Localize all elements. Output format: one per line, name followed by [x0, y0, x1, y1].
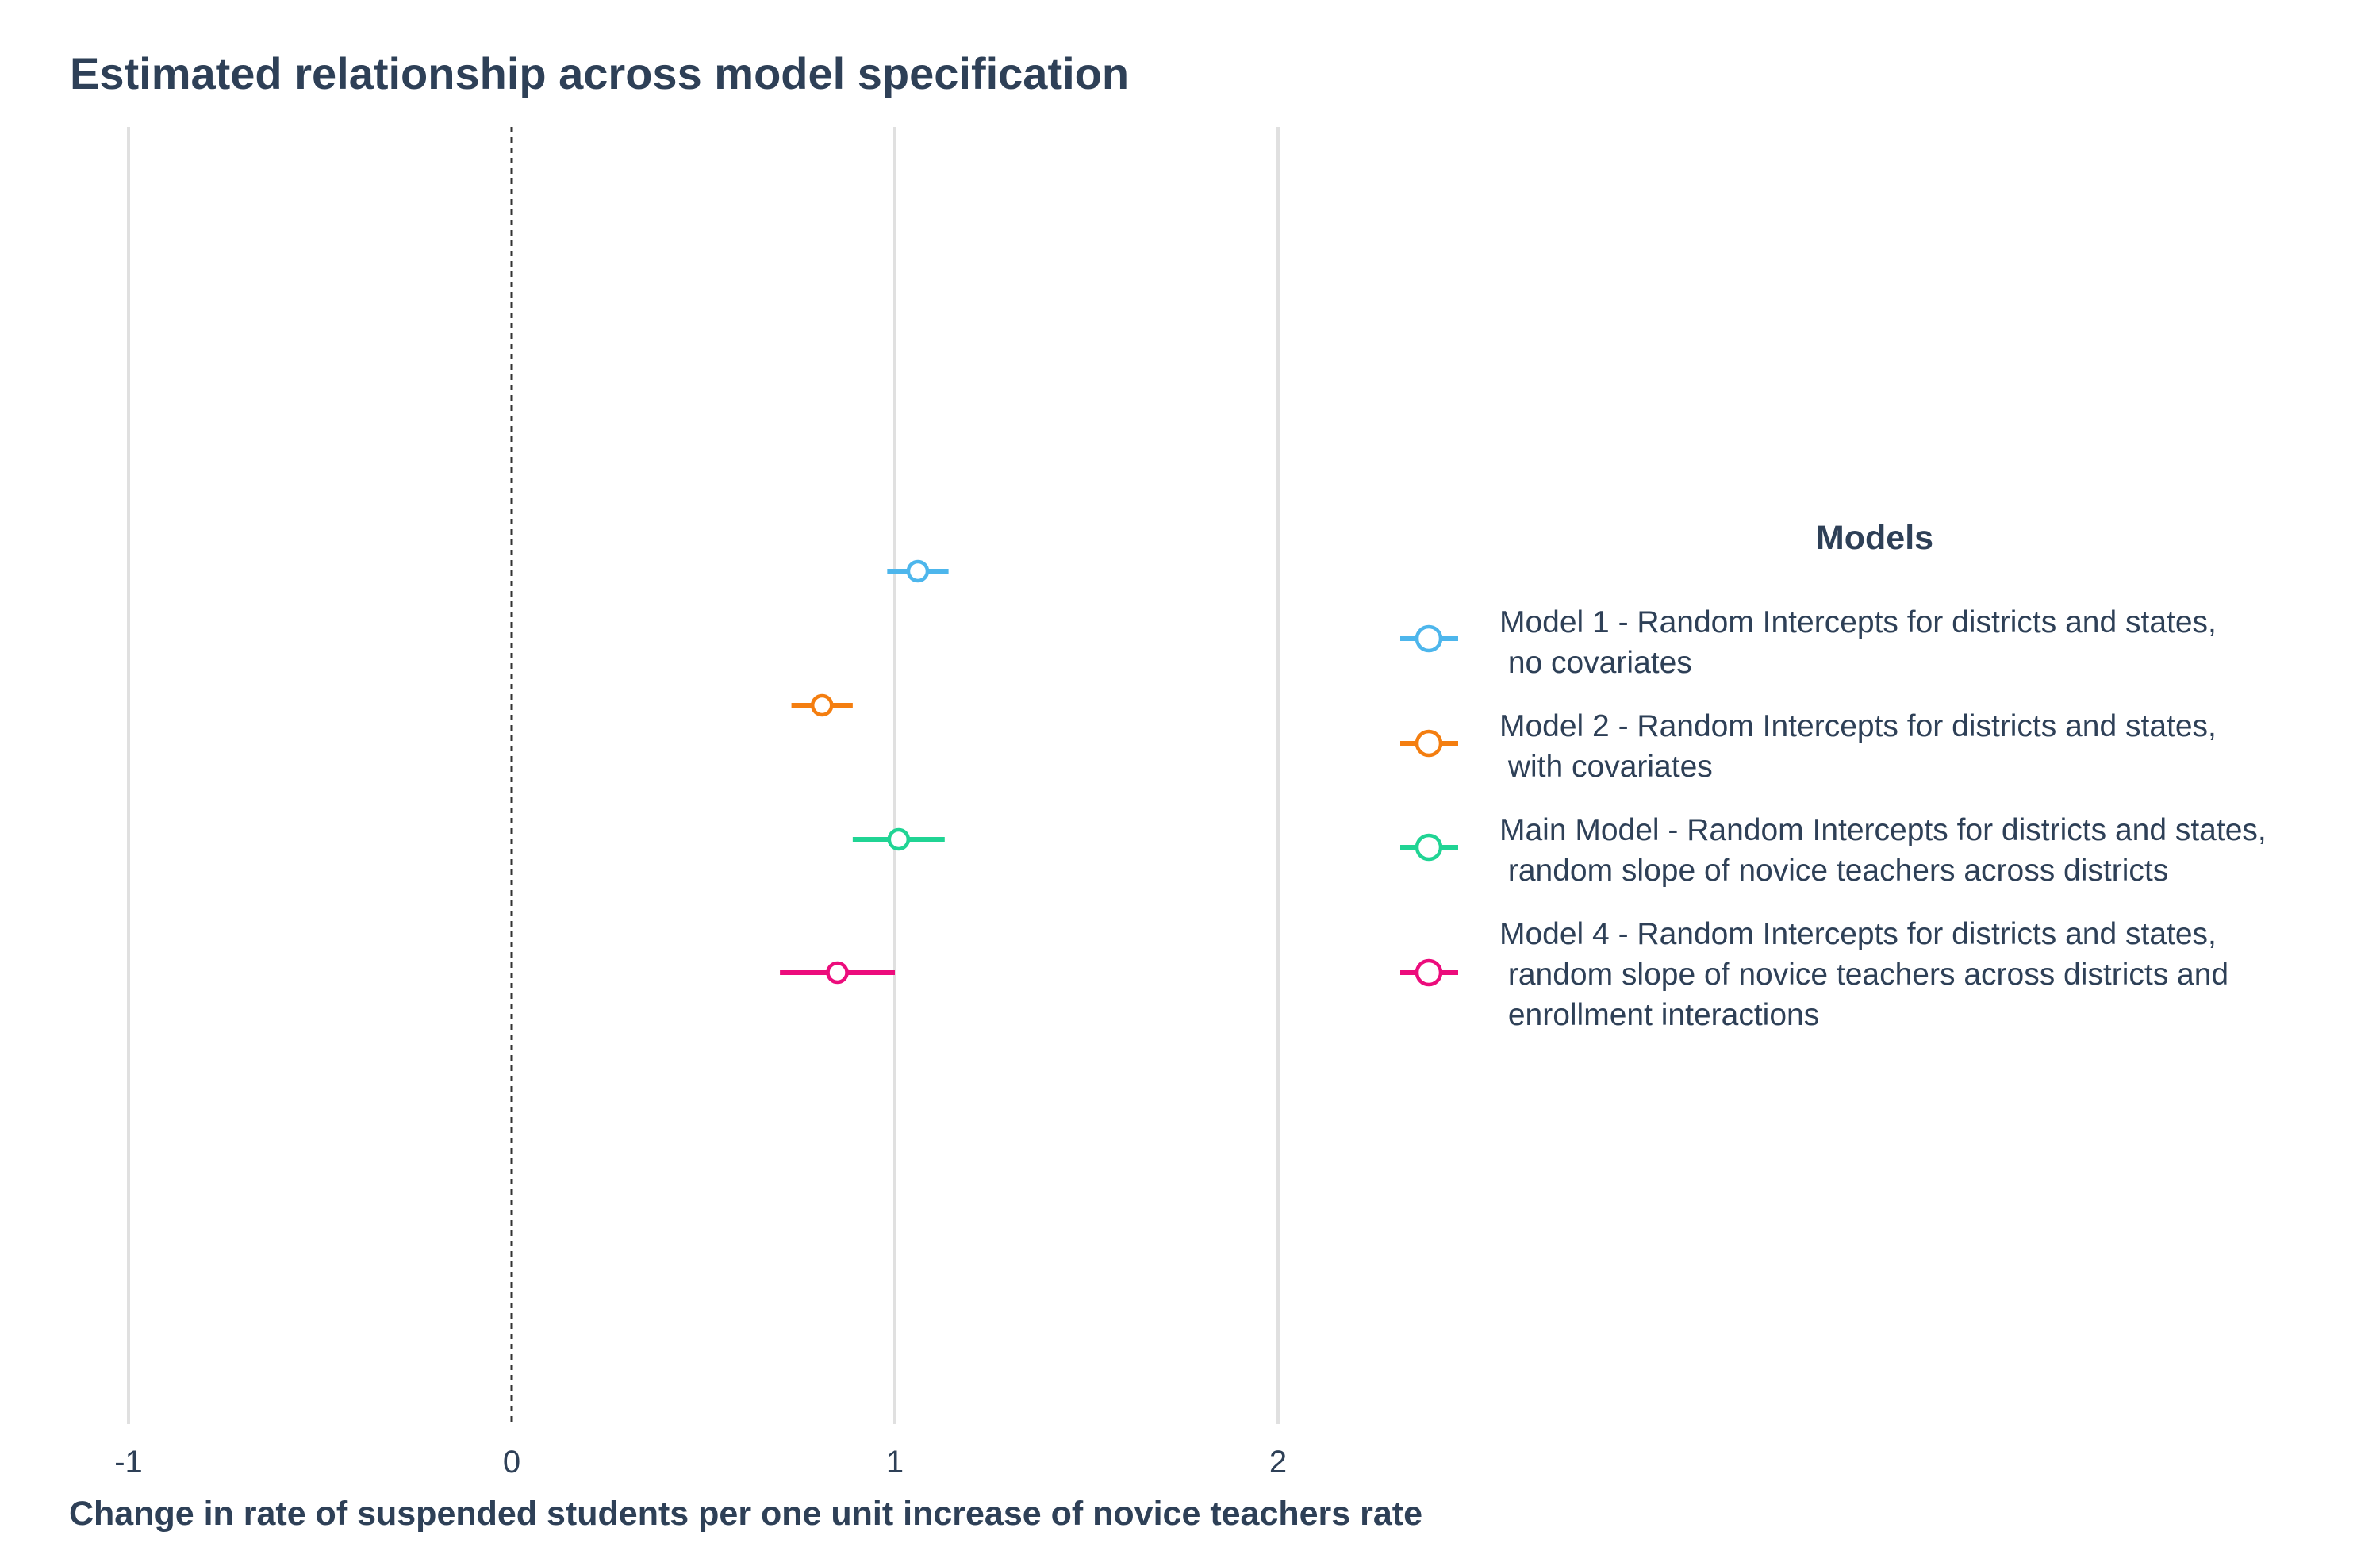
legend-label: Model 1 - Random Intercepts for district… [1499, 605, 2217, 680]
point-estimate [810, 693, 834, 717]
legend-label: Model 2 - Random Intercepts for district… [1499, 709, 2217, 784]
legend-key-marker [1415, 729, 1443, 758]
legend-item: Model 2 - Random Intercepts for district… [1400, 709, 2217, 784]
point-estimate [887, 827, 911, 851]
x-tick-label: -1 [114, 1445, 143, 1480]
x-tick-label: 1 [886, 1445, 904, 1480]
legend-item: Model 1 - Random Intercepts for district… [1400, 605, 2217, 680]
series-point [780, 961, 895, 985]
point-estimate [826, 961, 849, 985]
legend-label: Model 4 - Random Intercepts for district… [1499, 917, 2228, 1032]
legend-key-marker [1415, 833, 1443, 862]
x-tick-label: 2 [1269, 1445, 1287, 1480]
legend-key-marker [1415, 958, 1443, 987]
legend-item: Main Model - Random Intercepts for distr… [1400, 813, 2267, 888]
series-point [791, 693, 853, 717]
x-tick-label: 0 [503, 1445, 520, 1480]
legend-key-marker [1415, 624, 1443, 653]
series-point [852, 827, 945, 851]
chart-title: Estimated relationship across model spec… [70, 48, 1129, 98]
legend-label: Main Model - Random Intercepts for distr… [1499, 813, 2267, 888]
point-estimate [906, 559, 930, 583]
legend-item: Model 4 - Random Intercepts for district… [1400, 917, 2228, 1032]
grid [127, 127, 1280, 1424]
x-axis-ticks: -1 0 1 2 [114, 1445, 1287, 1480]
series-point [887, 559, 949, 583]
x-axis-label: Change in rate of suspended students per… [69, 1495, 1422, 1533]
series-marks [780, 559, 949, 985]
legend: Model 1 - Random Intercepts for district… [1400, 605, 2267, 1032]
legend-title: Models [1816, 519, 1933, 557]
